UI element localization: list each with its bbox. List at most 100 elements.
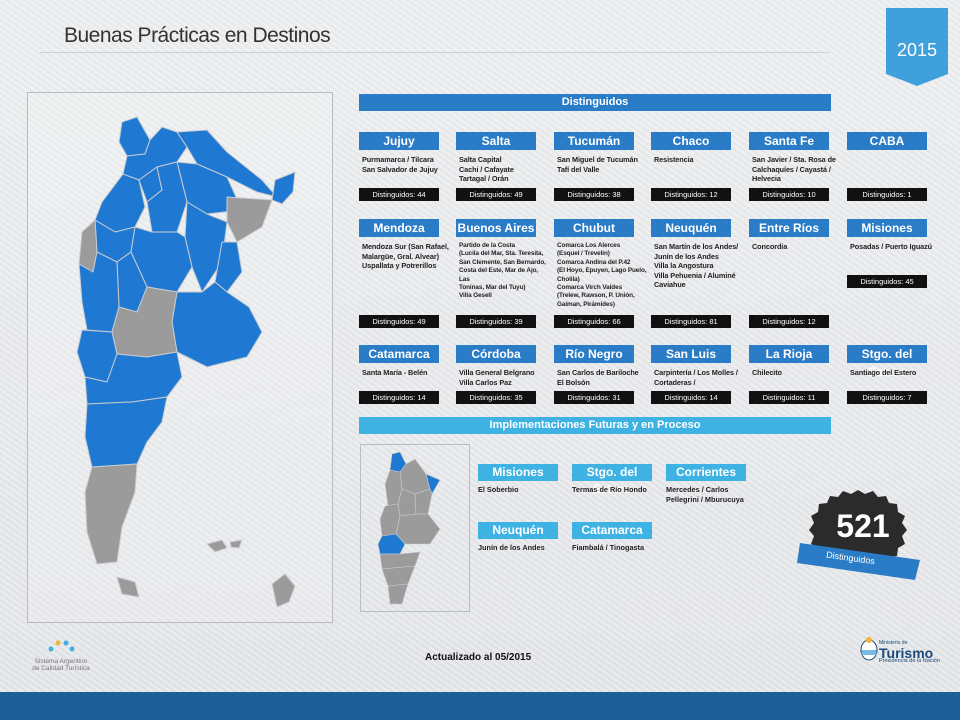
province-card: Chaco Resistencia Distinguidos: 12: [651, 132, 747, 228]
province-name: Salta: [456, 132, 536, 150]
province-count: Distinguidos: 12: [749, 315, 829, 328]
province-name: CABA: [847, 132, 927, 150]
province-name: Tucumán: [554, 132, 634, 150]
province-card: Chubut Comarca Los Alerces (Esquel / Trev…: [554, 219, 650, 328]
province-card: CABA Distinguidos: 1: [847, 132, 943, 228]
province-card: Santa Fe San Javier / Sta. Rosa de Calcha…: [749, 132, 845, 228]
map-region-santacruz: [84, 463, 138, 565]
future-province-name: Misiones: [478, 464, 558, 481]
province-places: Santiago del Estero: [850, 368, 917, 377]
province-count: Distinguidos: 10: [749, 188, 829, 201]
map-region-malvinas: [206, 539, 243, 553]
future-places: Junín de los Andes: [478, 543, 545, 552]
province-card: Salta Salta Capital Cachi / Cafayate Tart…: [456, 132, 552, 228]
province-name: Jujuy: [359, 132, 439, 150]
map-region-tierradelfuego: [116, 576, 140, 598]
ministry-subtitle: Presidencia de la Nación: [879, 658, 940, 664]
map-region-corrientes: [226, 196, 273, 243]
province-name: Misiones: [847, 219, 927, 237]
future-places: El Soberbio: [478, 485, 519, 494]
ministry-small: Ministerio de: [879, 640, 908, 646]
province-card: Córdoba Villa General Belgrano Villa Carl…: [456, 345, 552, 441]
future-places: Mercedes / Carlos Pellegrini / Mburucuya: [666, 485, 744, 504]
province-count: Distinguidos: 31: [554, 391, 634, 404]
province-places: Santa María - Belén: [362, 368, 428, 377]
total-badge: [797, 490, 920, 580]
province-count: Distinguidos: 12: [651, 188, 731, 201]
province-name: Chubut: [554, 219, 634, 237]
map-region-entrerios: [214, 241, 243, 293]
province-card: Río Negro San Carlos de Bariloche El Bols…: [554, 345, 650, 441]
section-distinguished-bar: Distinguidos: [359, 94, 831, 111]
province-places: [847, 150, 943, 155]
future-province-name: Stgo. del Estero: [572, 464, 652, 496]
province-places: Resistencia: [654, 155, 694, 164]
province-places: Salta Capital Cachi / Cafayate Tartagal …: [459, 155, 514, 183]
future-places: Fiambalá / Tinogasta: [572, 543, 645, 552]
province-card: La Rioja Chilecito Distinguidos: 11: [749, 345, 845, 441]
map-region-formosa: [176, 129, 278, 198]
province-places: San Javier / Sta. Rosa de Calchaquíes / …: [752, 155, 836, 183]
total-number: 521: [836, 508, 890, 544]
future-province-name: Neuquén: [478, 522, 558, 539]
province-name: Entre Ríos: [749, 219, 829, 237]
year-ribbon-badge: [886, 8, 948, 86]
ministry-name: Turismo: [879, 645, 934, 661]
province-name: Neuquén: [651, 219, 731, 237]
province-places: Villa General Belgrano Villa Carlos Paz: [459, 368, 535, 387]
future-places: Termas de Río Hondo: [572, 485, 647, 494]
province-card: Neuquén San Martín de los Andes/ Junín de…: [651, 219, 747, 328]
province-places: San Carlos de Bariloche El Bolsón: [557, 368, 639, 387]
sact-logo-icon: [48, 640, 75, 652]
province-card: Stgo. del Estero Santiago del Estero Disti…: [847, 345, 943, 441]
province-count: Distinguidos: 44: [359, 188, 439, 201]
map-region-misiones: [271, 171, 296, 205]
province-name: Mendoza: [359, 219, 439, 237]
year-label: 2015: [896, 40, 938, 60]
map-region-catamarca: [94, 173, 146, 233]
province-name: Chaco: [651, 132, 731, 150]
future-implementations-map: [360, 444, 470, 612]
province-count: Distinguidos: 14: [651, 391, 731, 404]
province-name: Santa Fe: [749, 132, 829, 150]
province-name: Catamarca: [359, 345, 439, 363]
province-count: Distinguidos: 49: [359, 315, 439, 328]
province-count: Distinguidos: 11: [749, 391, 829, 404]
province-places: Mendoza Sur (San Rafael, Malargüe, Gral.…: [362, 242, 449, 270]
province-name: Río Negro: [554, 345, 634, 363]
province-count: Distinguidos: 1: [847, 188, 927, 201]
province-card: Buenos Aires Partido de la Costa (Lucila …: [456, 219, 552, 328]
future-province-name: Corrientes: [666, 464, 746, 481]
province-places: Comarca Los Alerces (Esquel / Trevelin) …: [557, 242, 647, 308]
province-name: Córdoba: [456, 345, 536, 363]
map-region-jujuy: [118, 116, 151, 157]
map-region-southgeorgia: [271, 573, 296, 608]
map-region-buenosaires: [171, 281, 263, 368]
province-card: Mendoza Mendoza Sur (San Rafael, Malargüe…: [359, 219, 455, 328]
province-places: Posadas / Puerto Iguazú: [850, 242, 933, 251]
updated-date: Actualizado al 05/2015: [425, 652, 532, 663]
province-places: San Martín de los Andes/ Junín de los An…: [654, 242, 739, 289]
province-name: La Rioja: [749, 345, 829, 363]
title-divider: [40, 52, 830, 53]
sact-text: Sistema Argentino de Calidad Turística: [32, 658, 90, 672]
province-places: Purmamarca / Tilcara San Salvador de Juj…: [362, 155, 438, 174]
province-places: Carpintería / Los Molles / Cortaderas /: [654, 368, 738, 387]
province-count: Distinguidos: 35: [456, 391, 536, 404]
argentina-map: [76, 116, 296, 608]
section-future-bar: Implementaciones Futuras y en Proceso: [359, 417, 831, 434]
province-count: Distinguidos: 14: [359, 391, 439, 404]
province-count: Distinguidos: 39: [456, 315, 536, 328]
province-count: Distinguidos: 7: [847, 391, 927, 404]
province-places: San Miguel de Tucumán Tafí del Valle: [557, 155, 638, 174]
national-seal-icon: [860, 637, 878, 661]
province-name: Buenos Aires: [456, 219, 536, 237]
province-places: Concordia: [752, 242, 788, 251]
province-count: Distinguidos: 49: [456, 188, 536, 201]
province-count: Distinguidos: 81: [651, 315, 731, 328]
province-card: Misiones Posadas / Puerto Iguazú Distingui…: [847, 219, 943, 315]
province-count: Distinguidos: 66: [554, 315, 634, 328]
province-card: Tucumán San Miguel de Tucumán Tafí del Va…: [554, 132, 650, 228]
page-title: Buenas Prácticas en Destinos: [64, 24, 331, 47]
province-count: Distinguidos: 45: [847, 275, 927, 288]
